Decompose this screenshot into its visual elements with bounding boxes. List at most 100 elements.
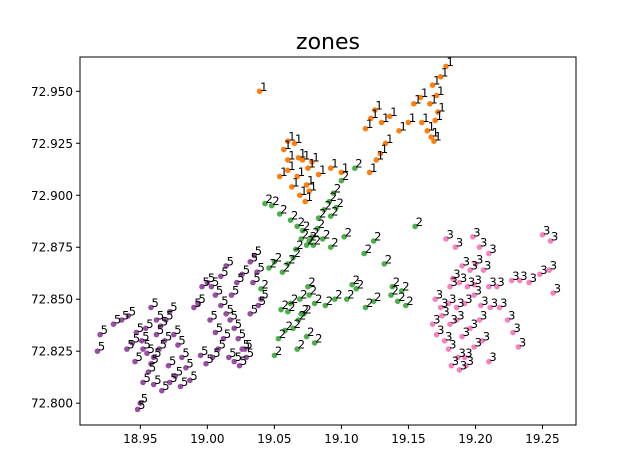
zone-5-point bbox=[175, 342, 181, 348]
zone-3-point bbox=[539, 232, 546, 238]
zone-2-point bbox=[327, 213, 334, 219]
zone-2-point bbox=[349, 281, 355, 288]
zone-5-point-label: 5 bbox=[138, 398, 145, 412]
zone-3-point-label: 3 bbox=[554, 282, 561, 296]
zone-5-point bbox=[110, 321, 117, 328]
zone-5-point-label: 5 bbox=[136, 350, 143, 364]
zone-2-point bbox=[303, 333, 310, 340]
plot-area bbox=[80, 57, 576, 425]
zone-2-point bbox=[315, 215, 322, 221]
zone-2-point-label: 2 bbox=[331, 236, 338, 250]
zone-1-point-label: 1 bbox=[310, 180, 317, 194]
zone-1-point-label: 1 bbox=[307, 173, 314, 187]
zone-5-point-label: 5 bbox=[157, 309, 164, 323]
zone-5-point-label: 5 bbox=[231, 309, 238, 323]
zone-3-point bbox=[478, 302, 484, 309]
zone-2-point bbox=[389, 283, 396, 290]
zone-5-point bbox=[125, 313, 132, 319]
zone-5-point bbox=[177, 383, 184, 390]
zone-2-point bbox=[303, 242, 310, 248]
zone-5-point-label: 5 bbox=[154, 373, 161, 387]
zone-5-point bbox=[148, 304, 154, 311]
zone-2-point bbox=[344, 296, 350, 303]
zone-1-point-label: 1 bbox=[409, 111, 416, 125]
zone-5-point-label: 5 bbox=[208, 271, 215, 285]
zone-5-point-label: 5 bbox=[243, 263, 250, 277]
zone-2-point-label: 2 bbox=[314, 234, 321, 248]
zone-5-point-label: 5 bbox=[98, 340, 105, 354]
zone-1-point bbox=[372, 107, 378, 113]
x-tick-label: 19.25 bbox=[525, 432, 559, 446]
zone-2-point bbox=[285, 261, 291, 267]
zone-5-point-label: 5 bbox=[144, 371, 151, 385]
zone-2-point-label: 2 bbox=[302, 227, 309, 241]
zone-5-point bbox=[199, 283, 205, 290]
zone-5-point-label: 5 bbox=[176, 365, 183, 379]
zone-2-point-label: 2 bbox=[303, 219, 310, 233]
zone-1-point bbox=[429, 82, 436, 88]
zone-3-point-label: 3 bbox=[436, 288, 443, 302]
zone-2-point bbox=[321, 207, 327, 213]
zone-1-point-label: 1 bbox=[303, 148, 310, 162]
zone-5-point-label: 5 bbox=[211, 309, 218, 323]
zone-3-point-label: 3 bbox=[449, 338, 456, 352]
zone-5-point bbox=[208, 283, 215, 290]
zone-5-point bbox=[227, 317, 233, 323]
zone-5-point bbox=[124, 346, 130, 352]
zone-5-point-label: 5 bbox=[232, 284, 239, 298]
zone-3-point-label: 3 bbox=[514, 321, 521, 335]
zone-3-point bbox=[439, 313, 445, 319]
zone-5-point bbox=[218, 273, 224, 280]
zone-3-point-label: 3 bbox=[491, 296, 498, 310]
zone-2-point-label: 2 bbox=[294, 317, 301, 331]
zone-3-point-label: 3 bbox=[551, 230, 558, 244]
zone-1-point-label: 1 bbox=[298, 165, 305, 179]
zone-3-point-label: 3 bbox=[457, 296, 464, 310]
y-tick-label: 72.900 bbox=[31, 189, 73, 203]
y-tick-label: 72.825 bbox=[31, 345, 73, 359]
zone-5-point-label: 5 bbox=[182, 346, 189, 360]
zone-2-point-label: 2 bbox=[319, 207, 326, 221]
zone-3-point bbox=[537, 271, 543, 278]
zone-5-point bbox=[251, 252, 258, 259]
zone-3-point-label: 3 bbox=[519, 336, 526, 350]
zone-3-point-label: 3 bbox=[457, 309, 464, 323]
zone-2-point-label: 2 bbox=[291, 209, 298, 223]
zone-3-point-label: 3 bbox=[480, 309, 487, 323]
zone-2-point-label: 2 bbox=[331, 205, 338, 219]
zone-1-point-label: 1 bbox=[433, 74, 440, 88]
zone-5-point-label: 5 bbox=[243, 338, 250, 352]
zone-2-point-label: 2 bbox=[275, 344, 282, 358]
zone-5-point bbox=[94, 348, 101, 355]
zone-1-point-label: 1 bbox=[434, 130, 441, 144]
zone-5-point-label: 5 bbox=[178, 334, 185, 348]
zone-5-point bbox=[235, 335, 241, 342]
y-tick-label: 72.925 bbox=[31, 137, 73, 151]
zone-3-point bbox=[476, 317, 483, 323]
zone-2-point bbox=[330, 190, 337, 196]
zone-5-point bbox=[142, 325, 149, 332]
zone-5-point-label: 5 bbox=[165, 329, 172, 343]
zone-3-point-label: 3 bbox=[451, 275, 458, 289]
zone-2-point-label: 2 bbox=[334, 182, 341, 196]
zone-2-point bbox=[333, 204, 339, 211]
zone-1-point bbox=[433, 92, 440, 99]
zone-3-point-label: 3 bbox=[543, 223, 550, 237]
zone-3-point-label: 3 bbox=[480, 236, 487, 250]
zone-5-point bbox=[242, 346, 248, 352]
zone-2-point bbox=[298, 236, 305, 242]
zone-5-point-label: 5 bbox=[245, 338, 252, 352]
zone-1-point bbox=[276, 173, 283, 180]
zone-1-point bbox=[291, 140, 298, 147]
zone-5-point bbox=[156, 346, 162, 352]
zone-1-point bbox=[302, 198, 309, 205]
zone-2-point-label: 2 bbox=[315, 331, 322, 345]
zone-2-point-label: 2 bbox=[398, 290, 405, 304]
zone-1-point bbox=[285, 138, 291, 144]
zone-5-point bbox=[153, 317, 160, 323]
zone-3-point-label: 3 bbox=[447, 227, 454, 241]
zone-5-point bbox=[134, 406, 141, 413]
zone-2-point bbox=[266, 265, 272, 271]
zone-5-point-label: 5 bbox=[152, 352, 159, 366]
